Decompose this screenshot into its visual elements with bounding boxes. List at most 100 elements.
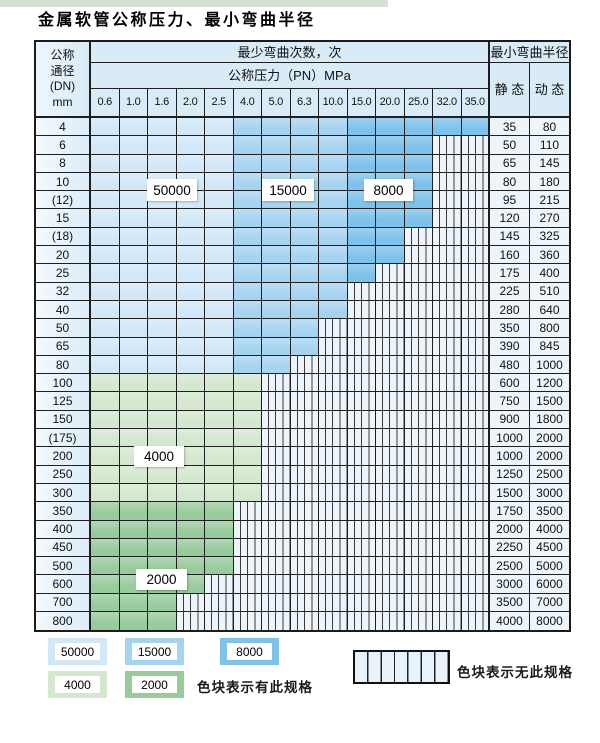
spec-unavailable-cell — [347, 557, 376, 576]
spec-available-cell — [205, 337, 234, 356]
spec-available-cell — [233, 447, 262, 466]
spec-unavailable-cell — [347, 612, 376, 631]
spec-unavailable-cell — [461, 355, 490, 375]
dn-cell: 125 — [36, 392, 91, 411]
static-radius-cell: 3000 — [490, 575, 530, 594]
spec-available-cell — [148, 392, 177, 411]
static-radius-cell: 120 — [490, 209, 530, 228]
spec-available-cell — [205, 502, 234, 521]
spec-unavailable-cell — [347, 502, 376, 521]
static-radius-cell: 1000 — [490, 447, 530, 466]
spec-unavailable-cell — [461, 612, 490, 631]
spec-unavailable-cell — [376, 410, 405, 430]
spec-available-cell — [176, 538, 205, 558]
spec-available-cell — [233, 191, 262, 210]
spec-available-cell — [205, 557, 234, 576]
spec-available-cell — [176, 264, 205, 283]
spec-unavailable-cell — [262, 593, 291, 613]
spec-available-cell — [347, 209, 376, 228]
spec-available-cell — [205, 246, 234, 265]
spec-unavailable-cell — [290, 410, 319, 430]
spec-available-cell — [176, 209, 205, 228]
static-radius-cell: 280 — [490, 300, 530, 320]
spec-available-cell — [376, 246, 405, 265]
spec-unavailable-cell — [433, 209, 462, 228]
spec-unavailable-cell — [376, 465, 405, 484]
legend-no-spec-text: 色块表示无此规格 — [457, 665, 573, 680]
spec-unavailable-cell — [376, 282, 405, 301]
spec-unavailable-cell — [404, 429, 433, 448]
spec-unavailable-cell — [433, 191, 462, 210]
spec-unavailable-cell — [376, 319, 405, 338]
spec-available-cell — [148, 337, 177, 356]
spec-available-cell — [176, 374, 205, 393]
spec-unavailable-cell — [433, 282, 462, 301]
spec-available-cell — [205, 465, 234, 484]
spec-available-cell — [91, 246, 120, 265]
spec-available-cell — [262, 246, 291, 265]
pressure-column-header: 20.0 — [376, 89, 405, 118]
spec-unavailable-cell — [262, 429, 291, 448]
pressure-column-header: 35.0 — [461, 89, 490, 118]
spec-available-cell — [119, 227, 148, 247]
dynamic-radius-cell: 270 — [530, 209, 569, 228]
dynamic-radius-cell: 5000 — [530, 557, 569, 576]
spec-available-cell — [91, 410, 120, 430]
spec-unavailable-cell — [319, 502, 348, 521]
spec-unavailable-cell — [262, 447, 291, 466]
spec-available-cell — [119, 300, 148, 320]
spec-unavailable-cell — [461, 319, 490, 338]
spec-available-cell — [119, 246, 148, 265]
spec-available-cell — [290, 136, 319, 155]
spec-available-cell — [148, 483, 177, 503]
spec-unavailable-cell — [461, 374, 490, 393]
dn-header-line: 通径 — [50, 63, 75, 78]
spec-available-cell — [376, 118, 405, 137]
pressure-column-header: 6.3 — [290, 89, 319, 118]
spec-unavailable-cell — [461, 264, 490, 283]
spec-unavailable-cell — [319, 593, 348, 613]
dynamic-radius-cell: 2000 — [530, 429, 569, 448]
spec-available-cell — [148, 118, 177, 137]
spec-unavailable-cell — [319, 557, 348, 576]
spec-available-cell — [233, 392, 262, 411]
spec-unavailable-cell — [461, 227, 490, 247]
spec-available-cell — [205, 374, 234, 393]
spec-available-cell — [262, 136, 291, 155]
dn-cell: 25 — [36, 264, 91, 283]
dynamic-radius-cell: 4000 — [530, 520, 569, 539]
dynamic-radius-cell: 1200 — [530, 374, 569, 393]
spec-available-cell — [205, 136, 234, 155]
spec-available-cell — [148, 538, 177, 558]
spec-available-cell — [262, 154, 291, 173]
spec-available-cell — [290, 118, 319, 137]
spec-available-cell — [176, 465, 205, 484]
spec-unavailable-cell — [433, 465, 462, 484]
spec-unavailable-cell — [290, 557, 319, 576]
spec-unavailable-cell — [233, 593, 262, 613]
spec-available-cell — [233, 337, 262, 356]
spec-available-cell — [205, 429, 234, 448]
spec-unavailable-cell — [290, 538, 319, 558]
spec-available-cell — [433, 118, 462, 137]
spec-available-cell — [119, 538, 148, 558]
spec-available-cell — [91, 300, 120, 320]
dn-cell: 4 — [36, 118, 91, 137]
spec-unavailable-cell — [290, 355, 319, 375]
spec-unavailable-cell — [376, 483, 405, 503]
spec-available-cell — [119, 118, 148, 137]
spec-available-cell — [176, 154, 205, 173]
dn-cell: (175) — [36, 429, 91, 448]
static-radius-cell: 480 — [490, 355, 530, 375]
spec-available-cell — [91, 429, 120, 448]
static-radius-cell: 95 — [490, 191, 530, 210]
spec-unavailable-cell — [347, 355, 376, 375]
spec-available-cell — [91, 264, 120, 283]
spec-unavailable-cell — [404, 392, 433, 411]
spec-table: 公称 通径 (DN) mm 最少弯曲次数，次 最小弯曲半径 公称压力（PN）MP… — [34, 40, 571, 633]
cycle-count-label: 4000 — [134, 446, 184, 467]
spec-available-cell — [290, 337, 319, 356]
pressure-column-header: 15.0 — [347, 89, 376, 118]
spec-unavailable-cell — [347, 374, 376, 393]
spec-available-cell — [290, 154, 319, 173]
